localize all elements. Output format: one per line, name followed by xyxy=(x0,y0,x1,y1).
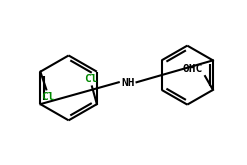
Text: NH: NH xyxy=(121,78,134,88)
Text: Cl: Cl xyxy=(41,92,55,102)
Text: OHC: OHC xyxy=(183,64,203,74)
Text: Cl: Cl xyxy=(84,74,98,84)
